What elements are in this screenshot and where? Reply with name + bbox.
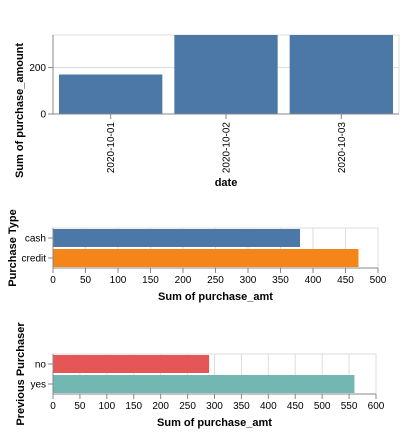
x-tick-label: 450	[287, 401, 304, 412]
x-tick-label: 600	[368, 401, 385, 412]
date-bar-chart: 0 200 2020-10-01 2020-10-02 2020-10-03 date Su…	[14, 34, 400, 189]
bar	[53, 375, 355, 393]
x-tick-label: 2020-10-01	[106, 122, 117, 174]
x-tick-label: 2020-10-03	[337, 122, 348, 174]
previous-purchaser-bar-chart: 0 50 100 150 200 250 300 350 400 450 500 550 600 no ye…	[15, 322, 385, 429]
x-axis-title: Sum of purchase_amt	[158, 291, 273, 303]
y-tick-label: cash	[25, 234, 46, 245]
y-axis-title: Sum of purchase_amount	[14, 43, 26, 178]
bar	[53, 249, 359, 267]
x-tick-label: 0	[50, 401, 56, 412]
x-tick-label: 100	[98, 401, 115, 412]
x-tick-label: 350	[233, 401, 250, 412]
y-tick-label: 0	[40, 110, 46, 121]
y-axis-title: Previous Purchaser	[15, 322, 27, 426]
x-tick-label: 2020-10-02	[222, 122, 233, 174]
x-tick-label: 0	[50, 275, 56, 286]
bar	[53, 355, 210, 373]
x-axis-title: Sum of purchase_amt	[157, 417, 272, 429]
x-tick-label: 50	[80, 275, 92, 286]
x-tick-label: 400	[305, 275, 322, 286]
x-tick-label: 500	[370, 275, 387, 286]
x-tick-label: 150	[125, 401, 142, 412]
x-tick-label: 250	[207, 275, 224, 286]
bar	[289, 35, 393, 114]
x-tick-label: 50	[74, 401, 86, 412]
x-axis-title: date	[215, 177, 238, 189]
purchase-type-bar-chart: 0 50 100 150 200 250 300 350 400 450 500 cash credit…	[7, 209, 387, 303]
x-tick-label: 300	[206, 401, 223, 412]
x-tick-label: 450	[337, 275, 354, 286]
x-tick-label: 150	[142, 275, 159, 286]
y-axis-title: Purchase Type	[7, 209, 19, 286]
x-tick-label: 400	[260, 401, 277, 412]
x-tick-label: 550	[341, 401, 358, 412]
bar	[53, 229, 300, 247]
x-tick-label: 200	[152, 401, 169, 412]
x-tick-label: 350	[272, 275, 289, 286]
x-tick-label: 200	[175, 275, 192, 286]
y-tick-label: no	[35, 360, 47, 371]
bar	[174, 35, 278, 114]
x-tick-label: 300	[240, 275, 257, 286]
y-tick-label: credit	[22, 254, 47, 265]
y-tick-label: yes	[30, 380, 46, 391]
x-tick-label: 500	[314, 401, 331, 412]
y-tick-label: 200	[29, 63, 46, 74]
x-tick-label: 100	[110, 275, 127, 286]
x-tick-label: 250	[179, 401, 196, 412]
bar	[59, 74, 163, 114]
